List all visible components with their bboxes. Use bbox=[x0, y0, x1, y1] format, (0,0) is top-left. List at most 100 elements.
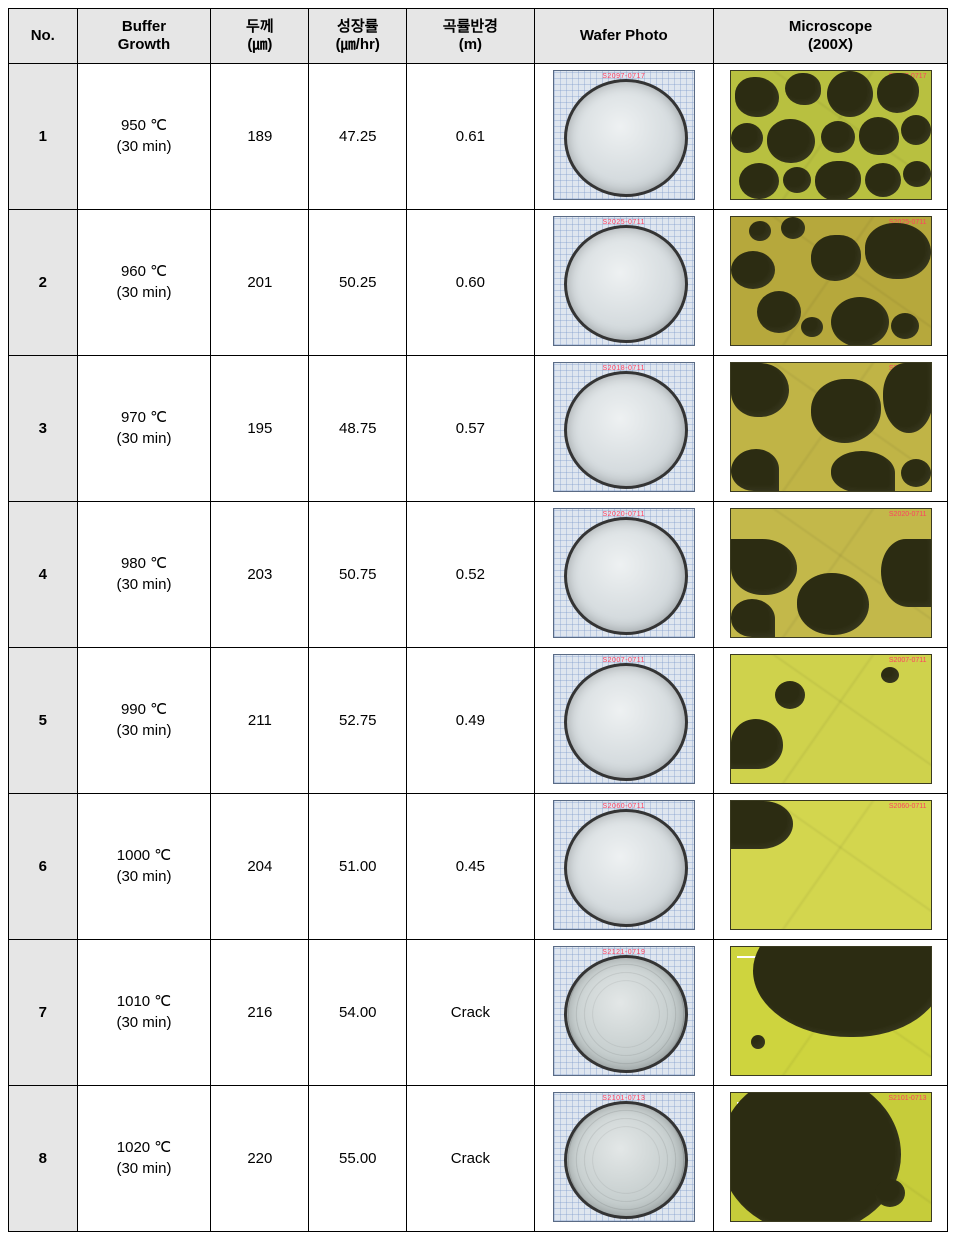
buffer-temp: 1000 ℃ bbox=[80, 846, 209, 866]
column-header-label: Wafer Photo bbox=[580, 27, 668, 44]
table-row: 5990 ℃(30 min)21152.750.49S2007-0711S200… bbox=[9, 648, 948, 794]
cell-curvature: 0.52 bbox=[407, 502, 534, 648]
cell-growth-rate: 51.00 bbox=[309, 794, 407, 940]
column-header-thickness: 두께 (㎛) bbox=[211, 9, 309, 64]
cell-thickness: 189 bbox=[211, 64, 309, 210]
wafer-disc-icon bbox=[564, 371, 688, 489]
defect-blob-icon bbox=[749, 221, 771, 241]
wafer-disc-icon bbox=[564, 1101, 688, 1219]
defect-blob-icon bbox=[881, 539, 932, 607]
column-header-label: Buffer Growth bbox=[118, 18, 171, 53]
cell-no: 7 bbox=[9, 940, 78, 1086]
defect-blob-icon bbox=[811, 235, 861, 281]
buffer-time: (30 min) bbox=[80, 1159, 209, 1179]
defect-blob-icon bbox=[753, 946, 932, 1037]
buffer-temp: 1020 ℃ bbox=[80, 1138, 209, 1158]
buffer-temp: 960 ℃ bbox=[80, 262, 209, 282]
defect-blob-icon bbox=[901, 459, 931, 487]
defect-blob-icon bbox=[757, 291, 801, 333]
defect-blob-icon bbox=[901, 115, 931, 145]
defect-blob-icon bbox=[731, 449, 779, 491]
wafer-photo: S2060-0711 bbox=[553, 800, 695, 930]
defect-blob-icon bbox=[767, 119, 815, 163]
cell-no: 2 bbox=[9, 210, 78, 356]
cell-thickness: 211 bbox=[211, 648, 309, 794]
defect-blob-icon bbox=[731, 123, 763, 153]
microscope-photo: S2060-071150 um bbox=[730, 800, 932, 930]
cell-thickness: 201 bbox=[211, 210, 309, 356]
wafer-disc-icon bbox=[564, 663, 688, 781]
cell-thickness: 204 bbox=[211, 794, 309, 940]
defect-blob-icon bbox=[731, 539, 797, 595]
cell-buffer-growth: 960 ℃(30 min) bbox=[77, 210, 211, 356]
defect-blob-icon bbox=[891, 313, 919, 339]
table-row: 2960 ℃(30 min)20150.250.60S2025-0711S202… bbox=[9, 210, 948, 356]
buffer-temp: 990 ℃ bbox=[80, 700, 209, 720]
defect-blob-icon bbox=[827, 71, 873, 117]
wafer-disc-icon bbox=[564, 79, 688, 197]
defect-blob-icon bbox=[783, 167, 811, 193]
microscope-photo: S2025-071150 um bbox=[730, 216, 932, 346]
wafer-disc-icon bbox=[564, 809, 688, 927]
defect-blob-icon bbox=[815, 161, 861, 200]
defect-blob-icon bbox=[751, 1035, 765, 1049]
cell-thickness: 220 bbox=[211, 1086, 309, 1232]
cell-growth-rate: 54.00 bbox=[309, 940, 407, 1086]
microscope-photo: S2121-071950 um bbox=[730, 946, 932, 1076]
table-row: 4980 ℃(30 min)20350.750.52S2020-0711S202… bbox=[9, 502, 948, 648]
cell-curvature: 0.60 bbox=[407, 210, 534, 356]
cell-thickness: 195 bbox=[211, 356, 309, 502]
cell-wafer-photo: S2007-0711 bbox=[534, 648, 714, 794]
cell-buffer-growth: 970 ℃(30 min) bbox=[77, 356, 211, 502]
cell-no: 4 bbox=[9, 502, 78, 648]
buffer-time: (30 min) bbox=[80, 137, 209, 157]
defect-blob-icon bbox=[831, 451, 895, 492]
cell-growth-rate: 50.25 bbox=[309, 210, 407, 356]
defect-blob-icon bbox=[775, 681, 805, 709]
defect-blob-icon bbox=[731, 719, 783, 769]
defect-blob-icon bbox=[731, 363, 789, 417]
column-header-curvature: 곡률반경 (m) bbox=[407, 9, 534, 64]
experiment-table: No.Buffer Growth두께 (㎛)성장률 (㎛/hr)곡률반경 (m)… bbox=[8, 8, 948, 1232]
column-header-microscope: Microscope (200X) bbox=[714, 9, 948, 64]
wafer-photo: S2020-0711 bbox=[553, 508, 695, 638]
cell-buffer-growth: 950 ℃(30 min) bbox=[77, 64, 211, 210]
cell-curvature: Crack bbox=[407, 940, 534, 1086]
microscope-sample-id: S2101-0713 bbox=[888, 1095, 926, 1102]
microscope-photo: S2007-071150 um bbox=[730, 654, 932, 784]
wafer-disc-icon bbox=[564, 955, 688, 1073]
table-row: 3970 ℃(30 min)19548.750.57S2018-0711S201… bbox=[9, 356, 948, 502]
cell-growth-rate: 50.75 bbox=[309, 502, 407, 648]
cell-microscope: S2020-071150 um bbox=[714, 502, 948, 648]
defect-blob-icon bbox=[865, 223, 931, 279]
defect-blob-icon bbox=[730, 1092, 901, 1222]
defect-blob-icon bbox=[881, 667, 899, 683]
defect-blob-icon bbox=[831, 297, 889, 346]
cell-growth-rate: 52.75 bbox=[309, 648, 407, 794]
defect-blob-icon bbox=[731, 251, 775, 289]
wafer-photo: S2007-0711 bbox=[553, 654, 695, 784]
table-header: No.Buffer Growth두께 (㎛)성장률 (㎛/hr)곡률반경 (m)… bbox=[9, 9, 948, 64]
buffer-time: (30 min) bbox=[80, 721, 209, 741]
buffer-time: (30 min) bbox=[80, 575, 209, 595]
microscope-sample-id: S2007-0711 bbox=[889, 657, 927, 664]
wafer-photo: S2097-0717 bbox=[553, 70, 695, 200]
cell-microscope: S2060-071150 um bbox=[714, 794, 948, 940]
defect-blob-icon bbox=[875, 1179, 905, 1207]
cell-microscope: S2007-071150 um bbox=[714, 648, 948, 794]
table-row: 1950 ℃(30 min)18947.250.61S2097-0717S209… bbox=[9, 64, 948, 210]
defect-blob-icon bbox=[865, 163, 901, 197]
microscope-photo: S2097-071750 um bbox=[730, 70, 932, 200]
cell-microscope: S2018-071150 um bbox=[714, 356, 948, 502]
microscope-photo: S2020-071150 um bbox=[730, 508, 932, 638]
column-header-label: 성장률 (㎛/hr) bbox=[336, 18, 380, 53]
table-body: 1950 ℃(30 min)18947.250.61S2097-0717S209… bbox=[9, 64, 948, 1232]
column-header-wafer: Wafer Photo bbox=[534, 9, 714, 64]
cell-curvature: 0.49 bbox=[407, 648, 534, 794]
table-row: 71010 ℃(30 min)21654.00CrackS2121-0719S2… bbox=[9, 940, 948, 1086]
cell-microscope: S2121-071950 um bbox=[714, 940, 948, 1086]
defect-blob-icon bbox=[821, 121, 855, 153]
cell-buffer-growth: 1010 ℃(30 min) bbox=[77, 940, 211, 1086]
cell-no: 5 bbox=[9, 648, 78, 794]
microscope-photo: S2018-071150 um bbox=[730, 362, 932, 492]
